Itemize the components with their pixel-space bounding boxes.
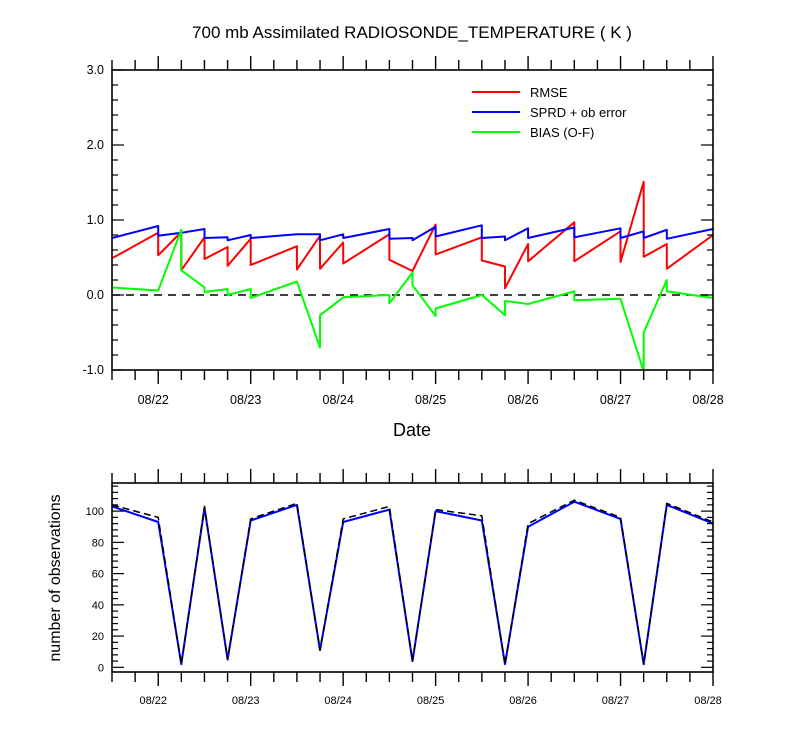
y-tick-label: 80 bbox=[92, 537, 104, 549]
legend-label: SPRD + ob error bbox=[530, 105, 627, 120]
y-tick-label: 40 bbox=[92, 600, 104, 612]
legend: RMSE SPRD + ob error BIAS (O-F) bbox=[472, 85, 627, 140]
y-tick-label: -1.0 bbox=[82, 363, 104, 377]
count-plot-frame bbox=[111, 482, 714, 673]
y-tick-label: 3.0 bbox=[87, 63, 104, 77]
y-tick-label: 60 bbox=[92, 569, 104, 581]
series-line-bias-o-f bbox=[112, 228, 713, 370]
y-tick-label: 2.0 bbox=[87, 138, 104, 152]
x-tick-label: 08/26 bbox=[507, 393, 538, 407]
x-tick-label: 08/26 bbox=[509, 695, 537, 707]
x-tick-label: 08/28 bbox=[692, 393, 723, 407]
x-tick-label: 08/23 bbox=[230, 393, 261, 407]
legend-label: BIAS (O-F) bbox=[530, 125, 594, 140]
chart-title: 700 mb Assimilated RADIOSONDE_TEMPERATUR… bbox=[192, 23, 632, 42]
rmse-plot-frame bbox=[111, 69, 714, 371]
x-tick-label: 08/22 bbox=[138, 393, 169, 407]
x-tick-label: 08/23 bbox=[232, 695, 260, 707]
series-line-possible-observations bbox=[112, 499, 713, 665]
observation-count-panel: 08/22 08/23 08/24 08/25 08/26 08/27 08/28 0 20 40… bbox=[86, 469, 722, 707]
x-tick-label: 08/24 bbox=[324, 695, 352, 707]
x-tick-label: 08/27 bbox=[600, 393, 631, 407]
x-tick-label: 08/25 bbox=[415, 393, 446, 407]
x-tick-label: 08/22 bbox=[139, 695, 167, 707]
x-tick-label: 08/24 bbox=[323, 393, 354, 407]
y-axis-label: number of observations bbox=[47, 494, 64, 661]
y-tick-label: 20 bbox=[92, 631, 104, 643]
y-tick-label: 100 bbox=[86, 506, 104, 518]
x-axis-label: Date bbox=[393, 420, 431, 440]
x-tick-label: 08/27 bbox=[602, 695, 630, 707]
series-line-sprd-ob-error bbox=[112, 224, 713, 242]
y-tick-label: 0.0 bbox=[87, 288, 104, 302]
legend-label: RMSE bbox=[530, 85, 568, 100]
x-tick-label: 08/25 bbox=[417, 695, 445, 707]
x-tick-label: 08/28 bbox=[694, 695, 722, 707]
y-tick-label: 0 bbox=[98, 662, 104, 674]
y-tick-label: 1.0 bbox=[87, 213, 104, 227]
rmse-panel: 08/22 08/23 08/24 08/25 08/26 08/27 08/28 -1.0 0… bbox=[82, 56, 724, 407]
